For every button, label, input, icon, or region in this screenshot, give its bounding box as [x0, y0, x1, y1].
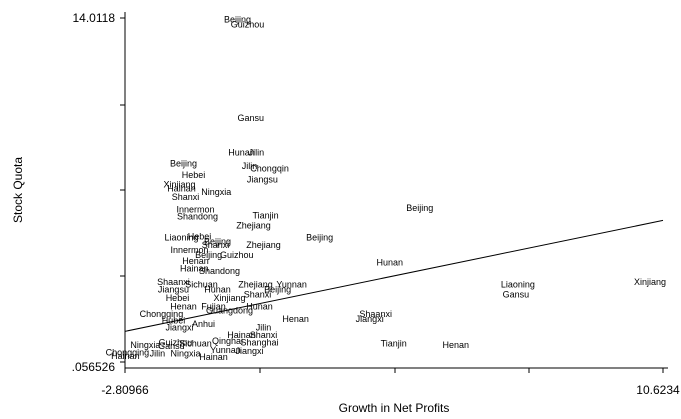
point-label-49: Shaanxi: [359, 309, 392, 319]
point-label-40: Jiangsu: [158, 284, 189, 294]
point-label-41: Sichuan: [185, 280, 218, 290]
point-label-21: Hebei: [188, 231, 212, 241]
point-label-25: Innermon: [170, 245, 208, 255]
point-label-31: Shandong: [199, 266, 240, 276]
point-label-9: Jiangsu: [247, 175, 278, 185]
point-label-11: Hainan: [167, 183, 196, 193]
y-tick-label-min: .056526: [72, 360, 116, 374]
point-label-52: Henan: [282, 314, 309, 324]
point-label-19: Liaoning: [164, 233, 198, 243]
fit-line: [124, 219, 664, 332]
point-label-20: Beijing: [306, 233, 333, 243]
point-label-37: Beijing: [264, 284, 291, 294]
point-label-67: Ningxia: [170, 349, 200, 359]
point-label-4: Jilin: [249, 148, 265, 158]
point-label-50: Jiangxi: [356, 314, 384, 324]
point-label-61: Ningxia: [130, 340, 160, 350]
point-label-29: Hunan: [376, 257, 403, 267]
point-label-69: Chongqing: [106, 347, 150, 357]
point-label-3: Hunan: [228, 148, 255, 158]
y-axis-label: Stock Quota: [11, 157, 25, 223]
x-tick-label-min: -2.80966: [101, 383, 149, 397]
x-axis-label: Growth in Net Profits: [339, 401, 450, 415]
point-label-65: Guizhou: [159, 337, 193, 347]
point-label-7: Chongqin: [250, 164, 289, 174]
point-label-17: Shandong: [177, 212, 218, 222]
point-label-26: Beijing: [195, 250, 222, 260]
point-label-53: Hubei: [162, 315, 186, 325]
point-label-28: Henan: [182, 256, 209, 266]
point-label-55: Anhui: [192, 319, 215, 329]
point-label-24: Shanxi: [202, 240, 230, 250]
point-label-43: Hebei: [166, 293, 190, 303]
point-label-38: Hunan: [204, 284, 231, 294]
point-label-15: Innermon: [176, 204, 214, 214]
point-label-60: Henan: [443, 340, 470, 350]
point-label-42: Shanxi: [244, 289, 272, 299]
point-label-10: Xinjiang: [163, 180, 195, 190]
point-label-2: Gansu: [237, 113, 264, 123]
point-label-14: Beijing: [406, 203, 433, 213]
point-label-8: Hebei: [182, 170, 206, 180]
x-tick-label-max: 10.6234: [636, 383, 680, 397]
point-label-51: Chongqing: [140, 309, 184, 319]
point-label-13: Shanxi: [172, 192, 200, 202]
point-label-27: Guizhou: [220, 250, 254, 260]
point-label-6: Jilin: [242, 161, 258, 171]
point-label-33: Liaoning: [501, 280, 535, 290]
point-label-59: Tianjin: [381, 339, 407, 349]
point-label-63: Shanghai: [241, 337, 279, 347]
point-label-39: Gansu: [503, 289, 530, 299]
point-label-34: Zhejiang: [238, 280, 273, 290]
point-label-47: Fujian: [201, 302, 226, 312]
point-label-68: Jiangxi: [236, 346, 264, 356]
point-label-0: Beijing: [224, 15, 251, 25]
point-label-12: Ningxia: [201, 187, 231, 197]
point-label-58: Hainan: [227, 330, 256, 340]
point-label-62: Qinghai: [212, 336, 243, 346]
point-label-22: Beijing: [204, 236, 231, 246]
point-label-48: Guangdong: [206, 305, 253, 315]
point-label-56: Jiangxi: [165, 323, 193, 333]
point-label-64: Sichuan: [179, 339, 212, 349]
y-tick-label-max: 14.0118: [73, 11, 116, 25]
point-label-35: Yunnan: [276, 280, 307, 290]
point-label-30: Hainan: [180, 263, 209, 273]
point-label-1: Guizhou: [231, 19, 265, 29]
point-label-44: Xinjiang: [214, 293, 246, 303]
point-label-71: Hainan: [199, 352, 228, 362]
point-label-73: Yunnan: [210, 345, 241, 355]
point-label-16: Tianjin: [252, 210, 278, 220]
point-label-54: Jilin: [256, 323, 272, 333]
point-label-18: Zhejiang: [236, 220, 271, 230]
point-label-45: Henan: [170, 302, 197, 312]
point-label-32: Xinjiang: [634, 277, 666, 287]
point-label-5: Beijing: [170, 159, 197, 169]
point-label-23: Zhejiang: [246, 240, 281, 250]
point-label-70: Jilin: [150, 349, 166, 359]
point-label-57: Shanxi: [250, 330, 278, 340]
point-label-66: Gansu: [158, 341, 185, 351]
point-label-46: Hunan: [246, 302, 273, 312]
point-label-72: Hainan: [111, 351, 140, 361]
point-label-36: Shaanxi: [157, 277, 190, 287]
